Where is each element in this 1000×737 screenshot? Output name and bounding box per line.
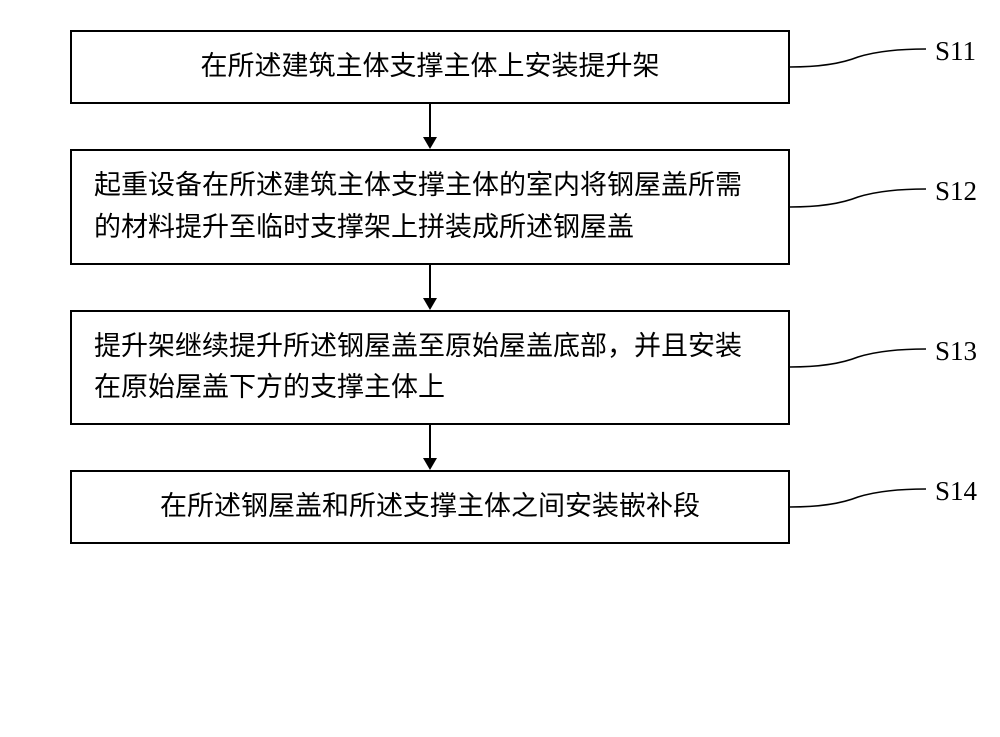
flow-box-text: 提升架继续提升所述钢屋盖至原始屋盖底部，并且安装在原始屋盖下方的支撑主体上 (94, 326, 766, 410)
flow-box-text: 起重设备在所述建筑主体支撑主体的室内将钢屋盖所需的材料提升至临时支撑架上拼装成所… (94, 165, 766, 249)
flow-label-s14: S14 (935, 476, 960, 507)
flow-label-s13: S13 (935, 336, 960, 367)
label-connector-curve (788, 187, 928, 227)
label-connector-curve (788, 47, 928, 87)
flow-box-s11: 在所述建筑主体支撑主体上安装提升架 (70, 30, 790, 104)
flow-row: 在所述钢屋盖和所述支撑主体之间安装嵌补段 S14 (70, 470, 950, 544)
flow-row: 起重设备在所述建筑主体支撑主体的室内将钢屋盖所需的材料提升至临时支撑架上拼装成所… (70, 149, 950, 265)
flow-arrow (70, 265, 790, 310)
flow-row: 在所述建筑主体支撑主体上安装提升架 S11 (70, 30, 950, 104)
flow-label-s12: S12 (935, 176, 960, 207)
label-connector-curve (788, 347, 928, 387)
label-connector-curve (788, 487, 928, 527)
flow-arrow (70, 425, 790, 470)
flow-box-text: 在所述建筑主体支撑主体上安装提升架 (201, 46, 660, 88)
flow-row: 提升架继续提升所述钢屋盖至原始屋盖底部，并且安装在原始屋盖下方的支撑主体上 S1… (70, 310, 950, 426)
flow-box-s13: 提升架继续提升所述钢屋盖至原始屋盖底部，并且安装在原始屋盖下方的支撑主体上 (70, 310, 790, 426)
flow-box-text: 在所述钢屋盖和所述支撑主体之间安装嵌补段 (160, 486, 700, 528)
flow-arrow (70, 104, 790, 149)
flow-box-s14: 在所述钢屋盖和所述支撑主体之间安装嵌补段 (70, 470, 790, 544)
flow-label-s11: S11 (935, 36, 960, 67)
flow-box-s12: 起重设备在所述建筑主体支撑主体的室内将钢屋盖所需的材料提升至临时支撑架上拼装成所… (70, 149, 790, 265)
flowchart-container: 在所述建筑主体支撑主体上安装提升架 S11 起重设备在所述建筑主体支撑主体的室内… (70, 30, 950, 544)
